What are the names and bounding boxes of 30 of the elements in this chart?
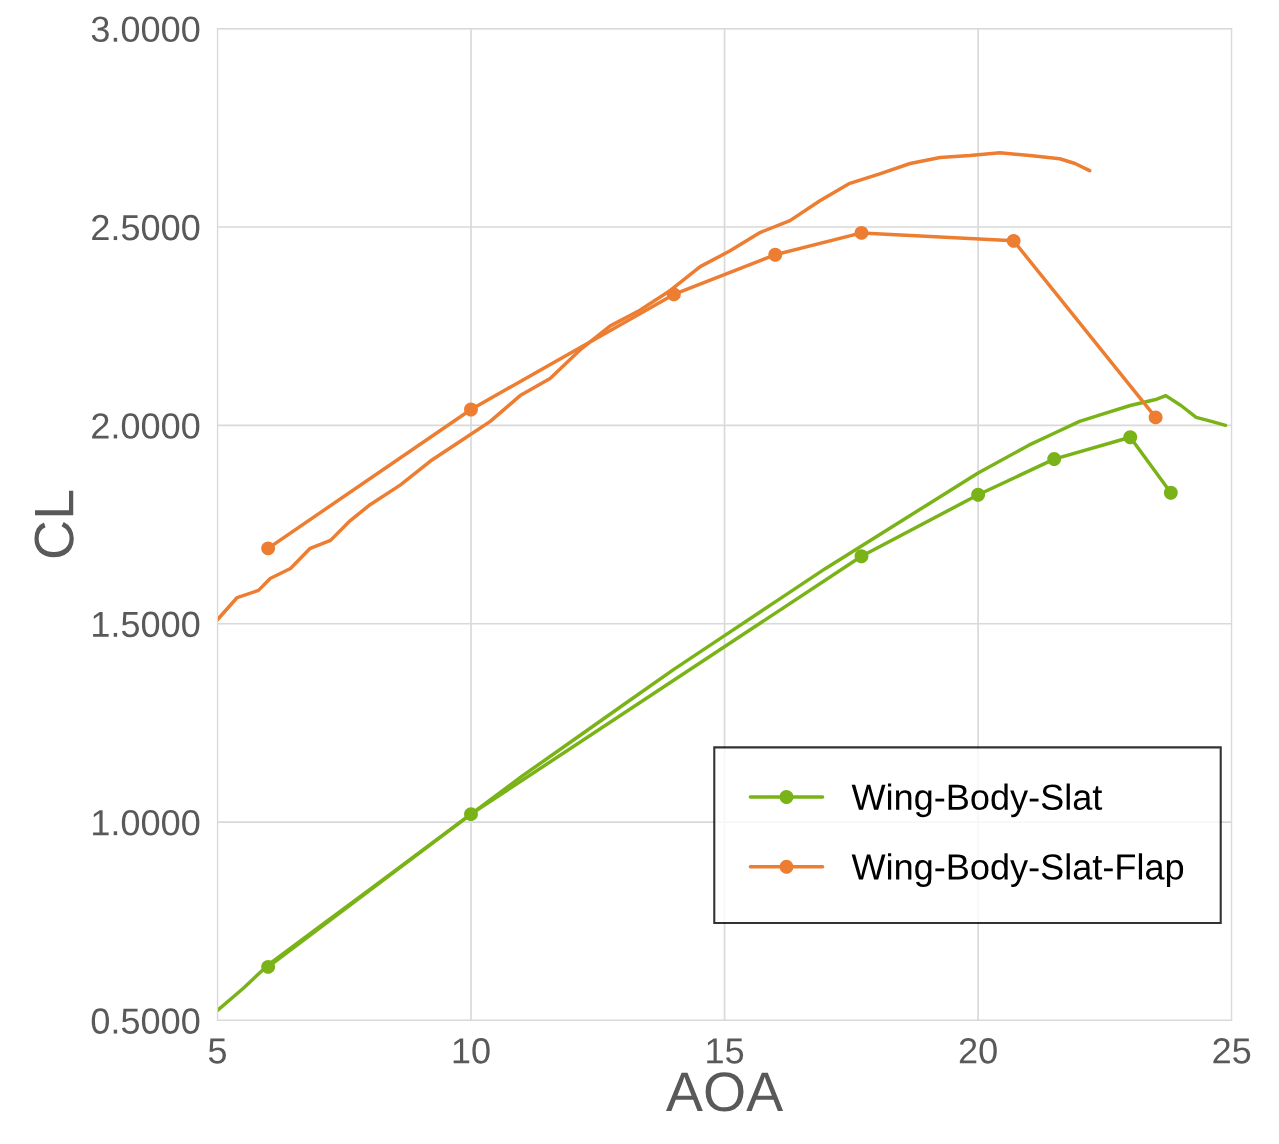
point xyxy=(261,959,276,974)
y-axis-title: CL xyxy=(34,490,74,558)
point xyxy=(666,287,681,302)
x-tick-label: 10 xyxy=(453,1038,490,1064)
point xyxy=(1163,485,1178,500)
point xyxy=(464,807,478,822)
y-tick-label: 0.5000 xyxy=(91,1008,200,1034)
y-tick-label: 1.0000 xyxy=(93,809,200,836)
y-tick-label: 1.5000 xyxy=(93,611,200,638)
y-tick-label: 2.5000 xyxy=(92,214,200,241)
x-tick-label: 25 xyxy=(1213,1038,1251,1064)
point xyxy=(1006,233,1021,248)
point xyxy=(854,549,869,564)
x-tick-label: 20 xyxy=(959,1038,997,1064)
x-tick-label: 5 xyxy=(208,1038,226,1064)
point xyxy=(1123,430,1138,445)
point xyxy=(854,225,869,240)
legend-label: Wing-Body-Slat-Flap xyxy=(851,853,1184,887)
line-series xyxy=(217,393,1228,1013)
legend-label: Wing-Body-Slat xyxy=(851,783,1103,818)
y-tick-label: 3.0000 xyxy=(91,16,200,43)
point xyxy=(464,402,478,417)
point xyxy=(971,487,986,502)
point xyxy=(1148,410,1163,425)
x-tick-label: 15 xyxy=(707,1038,744,1064)
point xyxy=(1047,452,1062,467)
y-tick-label: 2.0000 xyxy=(92,413,200,439)
point xyxy=(261,541,276,556)
point xyxy=(768,247,783,262)
x-axis-title: AOA xyxy=(666,1072,784,1112)
